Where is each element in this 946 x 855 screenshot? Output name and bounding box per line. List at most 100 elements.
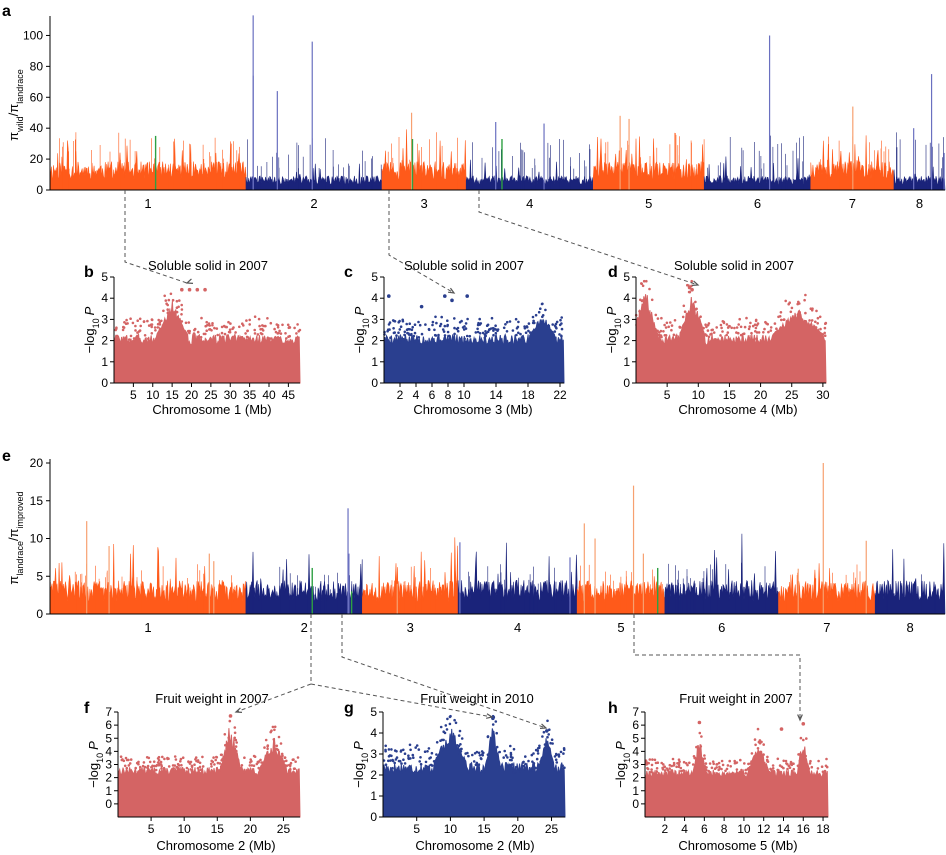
panel-d-point	[638, 310, 641, 313]
panel-f-point	[119, 755, 123, 758]
panel-f-point	[235, 741, 238, 744]
panel-f-point	[137, 770, 141, 773]
panel-c-point	[405, 328, 409, 332]
panel-e-chart: 0 5 10 15 20 1 2 3 4 5 6 7 8	[30, 456, 946, 635]
panel-f-ytick-label: 6	[105, 718, 112, 732]
panel-b-top-point	[195, 287, 200, 292]
panel-h-point	[672, 764, 675, 767]
panel-c-point	[456, 326, 460, 330]
panel-g-point	[514, 765, 518, 769]
panel-e-ylabel-main: π	[6, 576, 21, 585]
panel-e-chromosome-label: 6	[718, 620, 725, 635]
panel-h-point	[805, 737, 808, 740]
panel-e-ytick-label: 15	[30, 494, 44, 508]
panel-b-point	[259, 332, 263, 335]
panel-f-point	[252, 764, 256, 767]
panel-f-point	[264, 738, 268, 742]
panel-b-point	[208, 328, 211, 331]
panel-c-point	[490, 316, 494, 320]
panel-c-point	[534, 313, 538, 317]
panel-d-point	[656, 317, 660, 320]
panel-b-xlabel: Chromosome 1 (Mb)	[152, 402, 271, 417]
panel-f-point	[142, 761, 146, 764]
panel-f-point	[216, 761, 220, 765]
panel-c-point	[431, 323, 434, 327]
panel-a-chromosome-label: 2	[310, 196, 317, 211]
panel-a-chromosome-label: 5	[645, 196, 652, 211]
panel-f-point	[270, 729, 273, 732]
panel-d-point	[694, 300, 697, 304]
panel-g-point	[543, 743, 547, 746]
panel-b-point	[264, 324, 267, 328]
panel-b-point	[146, 319, 149, 323]
panel-c-point	[531, 315, 535, 319]
panel-d-point	[710, 332, 713, 336]
panel-f-point	[215, 756, 219, 759]
panel-b-point	[253, 328, 256, 332]
panel-d-point	[798, 311, 801, 314]
panel-b-point	[158, 323, 162, 326]
panel-g-point	[457, 734, 461, 737]
panel-g-xtick-label: 5	[413, 822, 420, 836]
panel-d-point	[636, 319, 639, 323]
panel-b-point	[285, 337, 288, 340]
ylabel-sub: 10	[361, 318, 371, 328]
panel-h-point	[650, 763, 654, 767]
panel-b-xtick-label: 10	[146, 388, 160, 402]
panel-c-point	[479, 322, 483, 325]
panel-h-point	[744, 772, 748, 775]
panel-b-point	[150, 318, 154, 322]
panel-b-point	[167, 298, 171, 302]
panel-h-point	[645, 763, 648, 766]
panel-g-point	[504, 754, 508, 757]
panel-h-point	[754, 743, 757, 747]
panel-g-xtick-label: 10	[444, 822, 458, 836]
panel-g-point	[512, 747, 516, 751]
panel-g-point	[399, 750, 403, 753]
panel-b-point	[160, 319, 163, 323]
panel-g-point	[509, 755, 513, 759]
panel-b-point	[139, 324, 142, 328]
panel-e-chromosome-label: 7	[823, 620, 830, 635]
panel-b-ytick-label: 4	[101, 291, 108, 305]
panel-b-point	[220, 325, 224, 329]
panel-d-point	[779, 311, 783, 314]
ylabel-sub: 10	[613, 318, 623, 328]
panel-b-point	[169, 292, 173, 296]
panel-g-ytick-label: 2	[370, 768, 377, 782]
panel-g-point	[530, 753, 534, 757]
panel-h-point	[726, 764, 730, 767]
panel-d-point	[701, 331, 705, 334]
panel-g-point	[554, 758, 558, 761]
panel-b-point	[163, 294, 166, 298]
panel-g-point	[562, 752, 565, 755]
panel-d-point	[757, 331, 761, 334]
panel-c-point	[440, 315, 444, 319]
panel-f-point	[137, 762, 140, 766]
panel-g-point	[435, 741, 439, 744]
panel-c-point	[537, 310, 541, 314]
panel-f-point	[146, 764, 150, 768]
panel-h-point	[675, 765, 678, 769]
panel-g-point	[458, 752, 462, 755]
panel-c-point	[443, 324, 447, 328]
panel-g-point	[557, 755, 561, 758]
panel-f-point	[257, 761, 260, 764]
panel-f-point	[159, 763, 163, 766]
panel-g-point	[495, 731, 499, 735]
panel-g-point	[428, 757, 431, 760]
panel-f-point	[250, 760, 253, 763]
panel-c-point	[515, 333, 518, 337]
panel-c-point	[408, 322, 412, 326]
panel-g-point	[435, 756, 439, 760]
panel-b-title: Soluble solid in 2007	[148, 258, 268, 273]
panel-g-point	[557, 753, 561, 756]
panel-c-point	[389, 336, 392, 340]
panel-f-point	[219, 765, 223, 768]
panel-b-point	[142, 320, 146, 323]
panel-f-point	[288, 763, 292, 767]
panel-b-point	[115, 334, 119, 338]
panel-f-point	[234, 745, 238, 748]
panel-b-point	[154, 329, 157, 332]
